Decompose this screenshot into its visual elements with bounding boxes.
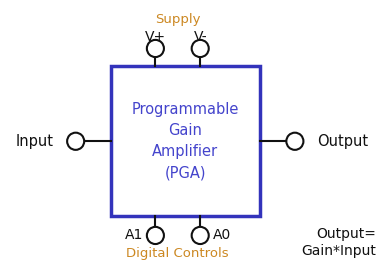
FancyBboxPatch shape: [111, 66, 260, 216]
Text: A0: A0: [213, 229, 231, 242]
Text: Programmable
Gain
Amplifier
(PGA): Programmable Gain Amplifier (PGA): [132, 102, 239, 180]
Text: Output=
Gain*Input: Output= Gain*Input: [301, 227, 376, 258]
Ellipse shape: [147, 40, 164, 57]
Ellipse shape: [147, 227, 164, 244]
Text: V+: V+: [145, 30, 166, 44]
Ellipse shape: [67, 133, 84, 150]
Text: Digital Controls: Digital Controls: [126, 247, 229, 260]
Text: Output: Output: [317, 134, 368, 149]
Ellipse shape: [286, 133, 303, 150]
Text: V-: V-: [193, 30, 207, 44]
Text: Supply: Supply: [155, 13, 201, 26]
Text: A1: A1: [125, 229, 143, 242]
Text: Input: Input: [16, 134, 54, 149]
Ellipse shape: [192, 227, 209, 244]
Ellipse shape: [192, 40, 209, 57]
